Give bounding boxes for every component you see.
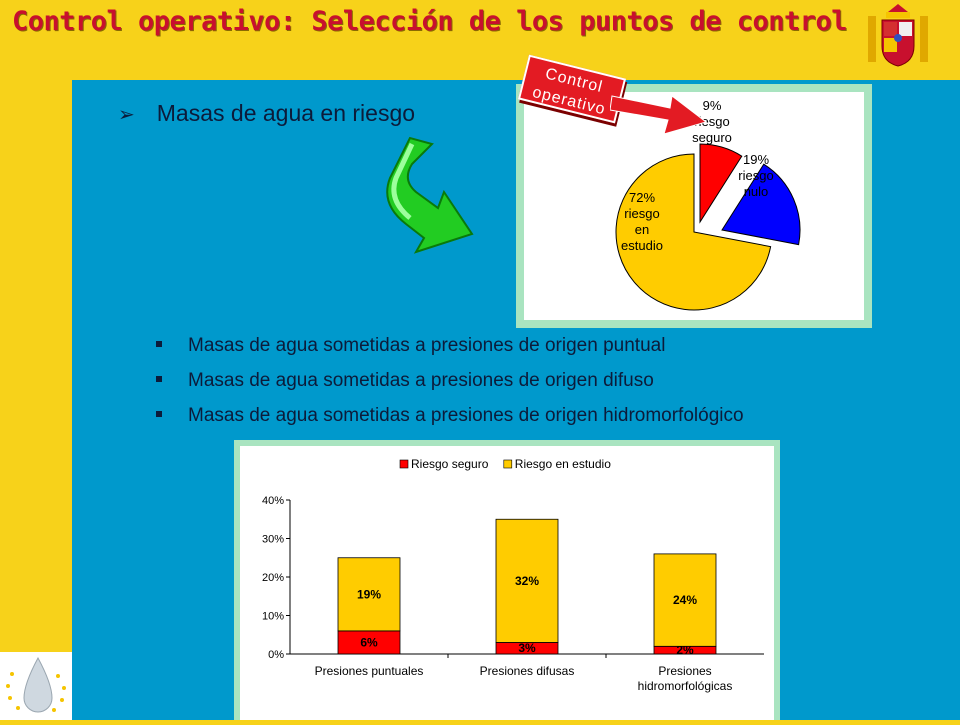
red-arrow-icon xyxy=(610,95,708,135)
page-title: Control operativo: Selección de los punt… xyxy=(12,6,848,37)
y-tick-label: 0% xyxy=(268,649,284,661)
square-bullet-icon xyxy=(156,410,162,417)
square-bullet-icon xyxy=(156,375,162,382)
y-tick-label: 20% xyxy=(262,572,284,584)
list-item-text: Masas de agua sometidas a presiones de o… xyxy=(188,405,744,426)
list-item-text: Masas de agua sometidas a presiones de o… xyxy=(188,370,654,391)
bar-chart: Riesgo seguro Riesgo en estudio 0% 10% 20% 30… xyxy=(262,457,764,693)
list-item: Masas de agua sometidas a presiones de o… xyxy=(156,334,744,369)
pie-slice xyxy=(615,153,772,311)
bar-data-label: 24% xyxy=(673,593,697,607)
bar-chart-frame: Riesgo seguro Riesgo en estudio 0% 10% 20% 30… xyxy=(234,440,780,720)
pie-slice-label: 19% riesgo nulo xyxy=(738,152,773,199)
bar-segment xyxy=(653,553,717,647)
bar-segment xyxy=(495,518,559,643)
main-bullet: ➢ Masas de agua en riesgo xyxy=(118,100,415,127)
pie-slice xyxy=(699,143,743,224)
bar-data-label: 3% xyxy=(518,641,536,655)
y-tick-label: 10% xyxy=(262,611,284,623)
bar-data-label: 6% xyxy=(360,635,378,649)
pie-chart-area: 9% riesgo seguro 19% riesgo nulo 72% riesgo en es… xyxy=(524,92,864,320)
list-item: Masas de agua sometidas a presiones de o… xyxy=(156,404,744,439)
list-item-text: Masas de agua sometidas a presiones de o… xyxy=(188,335,666,356)
pie-slice-label: 9% riesgo seguro xyxy=(692,98,732,145)
pie-chart-frame: 9% riesgo seguro 19% riesgo nulo 72% riesgo en es… xyxy=(516,84,872,328)
legend-swatch xyxy=(399,459,409,469)
bar-data-label: 19% xyxy=(357,587,381,601)
water-drop-icon xyxy=(6,656,66,713)
x-tick-label: Presiones difusas xyxy=(480,664,575,678)
list-item: Masas de agua sometidas a presiones de o… xyxy=(156,369,744,404)
x-tick-label: Presiones hidromorfológicas xyxy=(638,664,733,693)
y-tick-label: 30% xyxy=(262,534,284,546)
sub-list: Masas de agua sometidas a presiones de o… xyxy=(156,334,744,439)
square-bullet-icon xyxy=(156,340,162,347)
eu-water-logo xyxy=(0,652,72,720)
pie-slice-label: 72% riesgo en estudio xyxy=(621,190,663,253)
left-strip xyxy=(0,80,72,720)
legend-entry: Riesgo en estudio xyxy=(515,457,611,471)
curved-arrow-icon xyxy=(386,136,474,254)
pie-slice xyxy=(721,163,801,246)
x-tick-label: Presiones puntuales xyxy=(315,664,424,678)
spain-coat-of-arms-icon xyxy=(868,4,928,67)
legend-swatch xyxy=(503,459,513,469)
y-tick-label: 40% xyxy=(262,495,284,507)
bar-data-label: 32% xyxy=(515,574,539,588)
main-bullet-text: Masas de agua en riesgo xyxy=(156,100,416,126)
legend-entry: Riesgo seguro xyxy=(411,457,489,471)
bar-chart-area: Riesgo seguro Riesgo en estudio 0% 10% 20% 30… xyxy=(240,446,774,720)
arrow-bullet-icon: ➢ xyxy=(118,104,135,126)
bar-segment xyxy=(337,557,401,632)
